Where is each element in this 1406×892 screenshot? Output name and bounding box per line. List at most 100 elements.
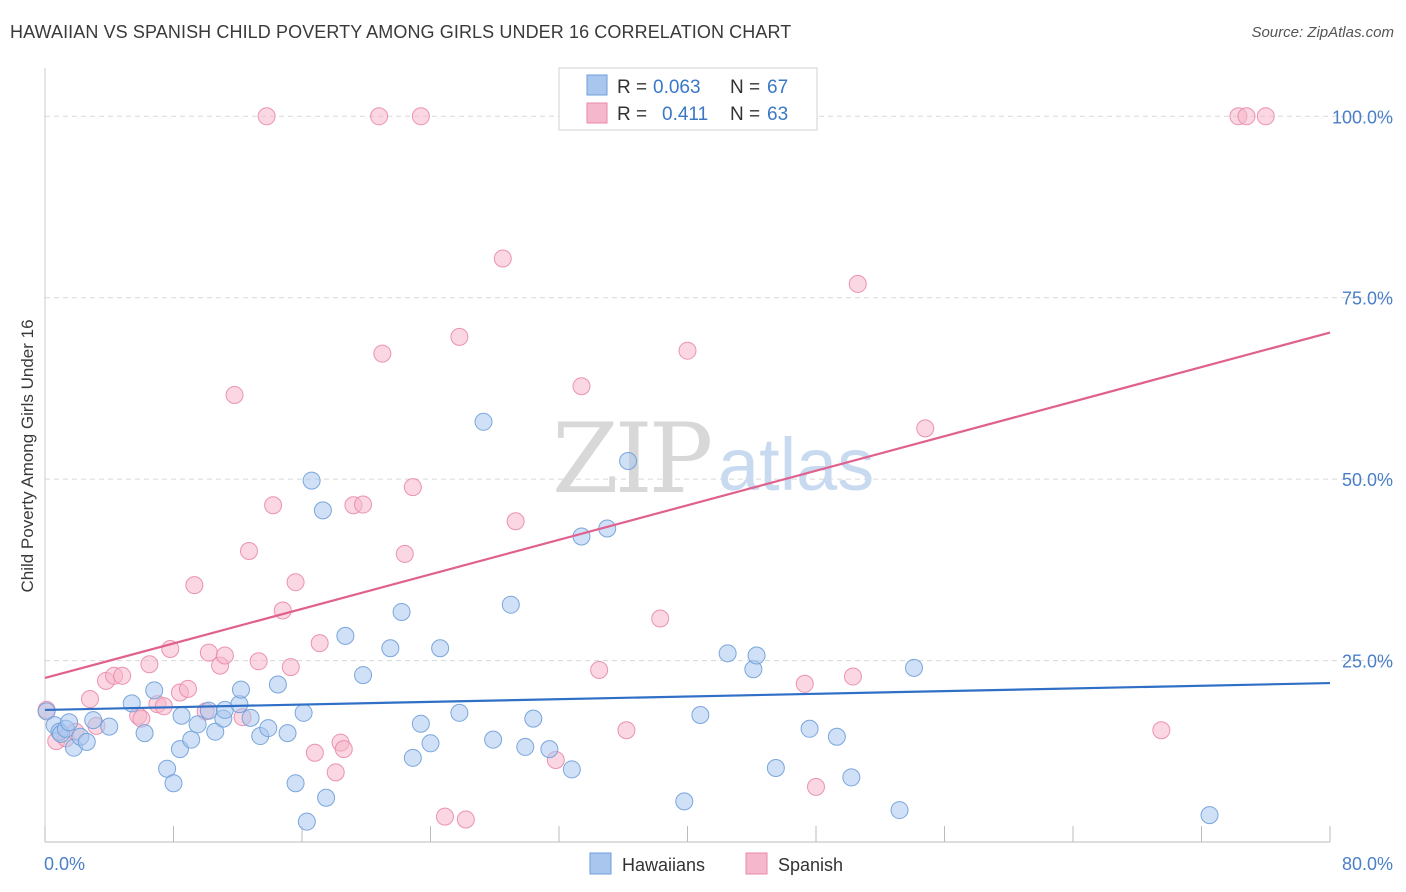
hawaiians-point <box>718 644 737 663</box>
legend-swatch-spanish <box>586 102 608 124</box>
hawaiians-point <box>259 719 278 738</box>
spanish-point <box>113 666 132 685</box>
hawaiians-point <box>562 760 581 779</box>
hawaiians-trend-line <box>44 681 1331 712</box>
bottom-legend-swatch-spanish <box>745 852 768 875</box>
spanish-trend-line <box>44 331 1331 680</box>
grid-lines <box>45 115 1393 662</box>
hawaiians-point <box>84 711 103 730</box>
hawaiians-point <box>675 792 694 811</box>
hawaiians-point <box>450 703 469 722</box>
spanish-point <box>140 655 159 674</box>
bottom-legend-swatch-hawaiians <box>589 852 612 875</box>
hawaiians-point <box>474 412 493 431</box>
spanish-point <box>354 495 373 514</box>
chart-source: Source: ZipAtlas.com <box>1251 24 1394 41</box>
hawaiians-point <box>297 812 316 831</box>
hawaiians-point <box>135 724 154 743</box>
spanish-point <box>395 544 414 563</box>
spanish-point <box>807 777 825 796</box>
hawaiians-point <box>188 715 207 734</box>
spanish-point <box>334 740 353 759</box>
y-tick-labels: 25.0% 50.0% 75.0% 100.0% <box>1332 107 1393 671</box>
x-tick-label-min: 0.0% <box>44 854 85 874</box>
hawaiians-point <box>800 719 819 738</box>
hawaiians-point <box>431 639 450 658</box>
hawaiians-point <box>619 452 638 470</box>
hawaiians-point <box>172 706 191 725</box>
spanish-point <box>617 721 636 740</box>
legend-swatch-hawaiians <box>586 74 608 96</box>
spanish-point <box>403 478 422 497</box>
spanish-point <box>435 807 454 826</box>
hawaiians-point <box>842 768 861 787</box>
spanish-point <box>178 679 197 698</box>
hawaiians-point <box>231 680 250 699</box>
legend-r-value-hawaiians: 0.063 <box>653 77 701 98</box>
bottom-legend-label-spanish: Spanish <box>778 855 843 875</box>
hawaiians-point <box>540 740 559 759</box>
hawaiians-point <box>100 717 119 736</box>
hawaiians-point <box>294 703 313 722</box>
spanish-point <box>1237 107 1256 126</box>
hawaiians-point <box>827 727 846 746</box>
hawaiians-point <box>1200 806 1219 825</box>
hawaiians-point <box>392 602 411 621</box>
legend-r-value-spanish: 0.411 <box>662 104 708 125</box>
hawaiians-point <box>164 774 183 793</box>
hawaiians-point <box>354 666 373 685</box>
y-tick-label: 100.0% <box>1332 107 1393 127</box>
hawaiians-point <box>484 730 503 749</box>
spanish-point <box>678 341 697 360</box>
spanish-point <box>411 107 430 126</box>
legend: R = 0.063 N = 67 R = 0.411 N = 63 <box>558 67 818 131</box>
hawaiians-point <box>77 732 96 751</box>
y-tick-label: 25.0% <box>1342 652 1393 672</box>
legend-n-value-hawaiians: 67 <box>767 77 788 98</box>
spanish-point <box>373 344 392 363</box>
hawaiians-point <box>37 702 56 721</box>
hawaiians-point <box>317 788 336 807</box>
watermark: ZIP atlas <box>552 403 874 515</box>
hawaiians-point <box>286 774 305 793</box>
x-tick-label-max: 80.0% <box>1342 854 1393 874</box>
bottom-legend: Hawaiians Spanish <box>589 852 843 875</box>
spanish-point <box>1152 721 1171 740</box>
spanish-point <box>795 674 814 693</box>
spanish-point <box>450 327 469 346</box>
hawaiians-point <box>524 709 543 728</box>
y-axis-label: Child Poverty Among Girls Under 16 <box>18 319 37 592</box>
hawaiians-point <box>60 713 79 732</box>
hawaiians-point <box>268 675 287 694</box>
hawaiians-point <box>691 706 710 724</box>
spanish-point <box>310 634 329 653</box>
hawaiians-point <box>766 758 785 777</box>
hawaiians-point <box>302 471 321 490</box>
spanish-point <box>916 419 935 438</box>
hawaiians-point <box>747 646 766 665</box>
spanish-point <box>848 274 867 293</box>
hawaiians-point <box>206 722 225 741</box>
data-points <box>37 107 1275 831</box>
spanish-point <box>305 743 324 762</box>
spanish-point <box>286 573 305 592</box>
hawaiians-point <box>501 595 520 614</box>
hawaiians-point <box>381 639 400 658</box>
spanish-point <box>572 377 591 396</box>
legend-n-label-hawaiians: N = <box>730 77 760 98</box>
spanish-point <box>239 541 258 560</box>
hawaiians-point <box>241 708 260 727</box>
spanish-point <box>1256 107 1275 126</box>
hawaiians-point <box>890 801 909 820</box>
y-tick-label: 50.0% <box>1342 470 1393 490</box>
spanish-point <box>651 609 670 628</box>
hawaiians-point <box>403 748 422 767</box>
legend-r-label-spanish: R = <box>617 104 647 125</box>
hawaiians-point <box>145 681 164 700</box>
spanish-point <box>456 810 475 829</box>
spanish-point <box>80 690 99 709</box>
spanish-point <box>506 512 525 531</box>
chart-title: HAWAIIAN VS SPANISH CHILD POVERTY AMONG … <box>10 22 792 42</box>
legend-n-value-spanish: 63 <box>767 104 788 125</box>
